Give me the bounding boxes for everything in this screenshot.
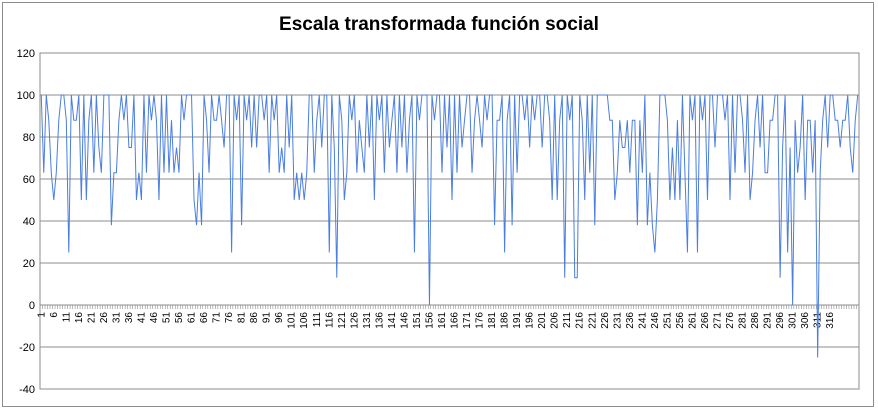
x-tick-label: 161 — [437, 312, 448, 329]
x-tick-label: 76 — [224, 312, 235, 324]
x-tick-label: 231 — [612, 312, 623, 329]
x-tick-label: 186 — [500, 312, 511, 329]
x-tick-label: 191 — [512, 312, 523, 329]
x-tick-label: 1 — [36, 312, 47, 318]
x-tick-label: 281 — [738, 312, 749, 329]
x-tick-label: 26 — [99, 312, 110, 324]
x-tick-label: 306 — [800, 312, 811, 329]
y-tick-label: 40 — [23, 216, 35, 228]
x-tick-label: 86 — [249, 312, 260, 324]
y-tick-label: 20 — [23, 258, 35, 270]
x-tick-label: 166 — [450, 312, 461, 329]
x-tick-label: 266 — [700, 312, 711, 329]
x-tick-label: 276 — [725, 312, 736, 329]
y-tick-label: 60 — [23, 174, 35, 186]
x-tick-label: 226 — [600, 312, 611, 329]
x-tick-label: 246 — [650, 312, 661, 329]
x-tick-label: 66 — [199, 312, 210, 324]
y-tick-label: 0 — [29, 300, 35, 312]
x-tick-label: 206 — [550, 312, 561, 329]
x-tick-label: 221 — [587, 312, 598, 329]
x-tick-label: 211 — [562, 312, 573, 328]
x-tick-label: 151 — [412, 312, 423, 329]
y-tick-label: -20 — [19, 342, 35, 354]
x-tick-label: 216 — [575, 312, 586, 329]
x-tick-label: 271 — [712, 312, 723, 329]
x-tick-label: 11 — [61, 312, 72, 323]
x-tick-label: 56 — [174, 312, 185, 324]
y-tick-label: 120 — [17, 48, 35, 60]
x-tick-label: 36 — [124, 312, 135, 324]
x-tick-label: 21 — [86, 312, 97, 324]
y-tick-label: 80 — [23, 132, 35, 144]
x-tick-label: 171 — [462, 312, 473, 329]
x-tick-label: 316 — [825, 312, 836, 329]
x-tick-label: 91 — [262, 312, 273, 324]
x-tick-label: 126 — [349, 312, 360, 329]
x-tick-label: 16 — [74, 312, 85, 324]
x-tick-label: 196 — [525, 312, 536, 329]
x-tick-label: 41 — [136, 312, 147, 324]
x-tick-label: 6 — [49, 312, 60, 318]
x-tick-label: 46 — [149, 312, 160, 324]
y-tick-labels: -40 -20 0 20 40 60 80 100 120 — [17, 48, 35, 396]
x-tick-label: 106 — [299, 312, 310, 329]
x-tick-label: 81 — [237, 312, 248, 324]
x-tick-label: 301 — [788, 312, 799, 329]
x-tick-marks — [39, 305, 860, 309]
series-line — [40, 94, 859, 358]
x-tick-label: 291 — [763, 312, 774, 329]
x-tick-label: 131 — [362, 312, 373, 329]
x-tick-labels: 1 6 11 16 21 26 31 36 41 46 51 56 61 66 71 76 81 86 91 96 10… — [36, 312, 836, 329]
y-tick-label: 100 — [17, 90, 35, 102]
x-tick-label: 31 — [111, 312, 122, 324]
x-tick-label: 296 — [775, 312, 786, 329]
x-tick-label: 61 — [187, 312, 198, 324]
x-tick-label: 156 — [424, 312, 435, 329]
x-tick-label: 181 — [487, 312, 498, 329]
x-tick-label: 286 — [750, 312, 761, 329]
y-tick-label: -40 — [19, 384, 35, 396]
x-tick-label: 146 — [399, 312, 410, 329]
x-tick-label: 141 — [387, 312, 398, 329]
x-tick-label: 121 — [337, 312, 348, 329]
x-tick-label: 51 — [161, 312, 172, 324]
x-tick-label: 256 — [675, 312, 686, 329]
x-tick-label: 261 — [687, 312, 698, 329]
x-tick-label: 236 — [625, 312, 636, 329]
x-tick-label: 136 — [374, 312, 385, 329]
x-tick-label: 111 — [312, 312, 323, 328]
x-tick-label: 96 — [274, 312, 285, 324]
x-tick-label: 116 — [324, 312, 335, 328]
x-tick-label: 176 — [475, 312, 486, 329]
x-tick-label: 71 — [212, 312, 223, 324]
x-tick-label: 251 — [662, 312, 673, 329]
chart-title: Escala transformada función social — [279, 14, 599, 35]
x-tick-label: 241 — [637, 312, 648, 329]
x-tick-label: 101 — [287, 312, 298, 329]
x-tick-label: 201 — [537, 312, 548, 329]
